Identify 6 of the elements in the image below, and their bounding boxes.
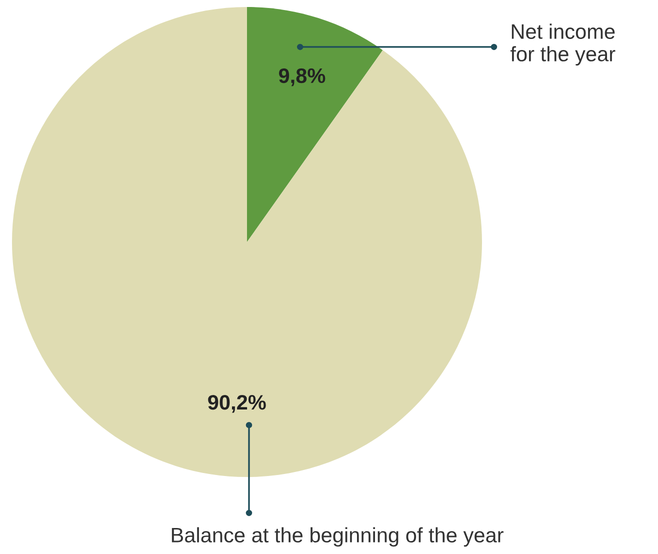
pie-slice xyxy=(12,7,482,477)
data-label: 90,2% xyxy=(208,394,266,413)
slice-label: Balance at the beginning of the year xyxy=(172,527,504,547)
data-label: 9,8% xyxy=(278,68,326,86)
pie-slice xyxy=(247,7,383,242)
slice-label: Net income for the year xyxy=(510,24,616,66)
